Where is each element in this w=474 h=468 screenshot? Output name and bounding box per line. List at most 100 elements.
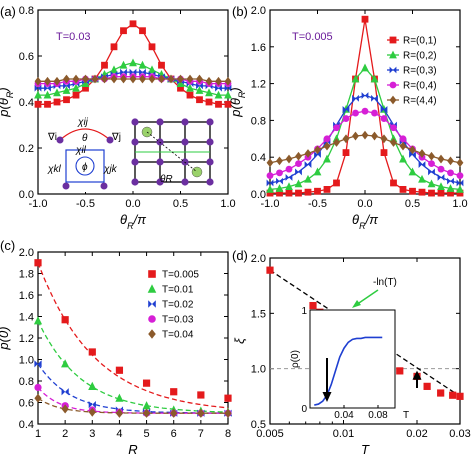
inset-y-label: ρ(0) [290, 350, 301, 368]
x-tick-label: 1 [35, 428, 41, 440]
data-point [409, 145, 416, 155]
data-point [437, 165, 445, 173]
inset-frame [309, 309, 396, 409]
y-tick-label: 0.8 [251, 115, 266, 127]
data-point [158, 74, 165, 84]
x-tick-label: -1.0 [261, 198, 280, 210]
data-point [361, 15, 369, 23]
theta-r-label: θR [160, 174, 173, 185]
fit-curve-red [37, 262, 229, 409]
site-l [62, 182, 70, 190]
data-point [371, 109, 378, 117]
data-point [88, 348, 96, 356]
lattice-site [206, 178, 214, 186]
y-tick-label: 2.0 [251, 5, 266, 17]
data-point [361, 130, 369, 140]
data-point [276, 177, 283, 185]
data-point [399, 135, 407, 143]
y-axis-label: p(θR) [0, 87, 15, 117]
data-point [215, 100, 222, 108]
phi-label: ϕ [82, 162, 88, 173]
x-tick-label: 2 [62, 428, 68, 440]
data-point [53, 88, 61, 97]
data-point [399, 141, 407, 151]
site-i [56, 136, 64, 144]
data-point [323, 186, 331, 193]
legend-marker [148, 329, 156, 339]
data-point [418, 174, 426, 183]
data-point [361, 63, 369, 72]
lattice-site [206, 118, 214, 126]
lattice-site [131, 118, 139, 126]
data-point [186, 74, 194, 84]
data-point [170, 388, 178, 396]
data-point [447, 156, 454, 166]
fit-label: -ln(T) [373, 277, 397, 288]
data-point [285, 189, 293, 197]
data-point [43, 90, 52, 99]
phi-loop [75, 156, 95, 176]
y-tick-label: 1.0 [251, 364, 266, 376]
legend-entry: T=0.005 [162, 270, 199, 281]
data-point [314, 151, 321, 158]
legend-entry: T=0.02 [162, 300, 194, 311]
data-point [61, 359, 70, 368]
data-point [88, 401, 96, 409]
data-point [276, 156, 283, 166]
data-point [33, 316, 43, 325]
data-point [110, 74, 118, 84]
data-point [177, 74, 184, 84]
data-point [276, 189, 283, 197]
y-tick-label: 0.0 [251, 189, 266, 201]
y-tick-label: 1.2 [251, 79, 266, 91]
data-point [101, 61, 108, 69]
data-point [352, 94, 359, 102]
inset-y-tick-label: 0 [301, 404, 307, 415]
fit-arrow [355, 289, 379, 306]
y-tick-label: 1.8 [19, 269, 34, 281]
legend-entry: R=(0,3) [403, 66, 437, 77]
data-point [61, 316, 69, 324]
theta-r-link [146, 131, 198, 173]
x-tick-label: 3 [89, 428, 95, 440]
data-point [409, 187, 416, 195]
legend-marker [389, 81, 397, 89]
data-point [447, 189, 454, 197]
x-axis-label: θR/π [120, 212, 146, 231]
data-point [266, 189, 274, 197]
legend-marker [147, 284, 157, 293]
data-point [110, 65, 118, 74]
data-point [304, 149, 312, 158]
data-point [82, 84, 89, 92]
data-point [139, 27, 146, 35]
inset-plaquette-bg [48, 120, 118, 192]
x-tick-label: 0.03 [449, 428, 470, 440]
data-point [82, 74, 89, 84]
panel-label: (d) [232, 248, 248, 263]
data-point [446, 184, 455, 192]
lattice-site [156, 158, 164, 166]
x-tick-label: 4 [116, 428, 122, 440]
y-tick-label: 0.5 [251, 419, 266, 431]
data-point [447, 169, 454, 177]
data-point [456, 392, 464, 400]
data-point [266, 266, 274, 274]
fit-curve-blue [37, 363, 228, 414]
data-point [370, 74, 379, 83]
x-tick-label: 0.005 [256, 428, 284, 440]
data-point [63, 96, 70, 104]
panel-b: 0.0 0.4 0.8 1.2 1.6 2.0 -1.0 -0.5 0.0 0.5 1.0 (b) T=… [228, 4, 468, 231]
legend-entry: T=0.04 [162, 330, 194, 341]
data-point [129, 74, 137, 84]
data-point [142, 401, 151, 410]
data-point [63, 74, 70, 84]
data-point [142, 379, 151, 387]
y-tick-label: 0.6 [19, 398, 34, 410]
data-point [72, 74, 80, 84]
data-point [129, 20, 137, 28]
lattice-site [131, 178, 139, 186]
y-axis-label: ξ [232, 337, 247, 344]
lattice-site [156, 178, 164, 186]
inset-y-tick-label: 1 [301, 306, 307, 317]
